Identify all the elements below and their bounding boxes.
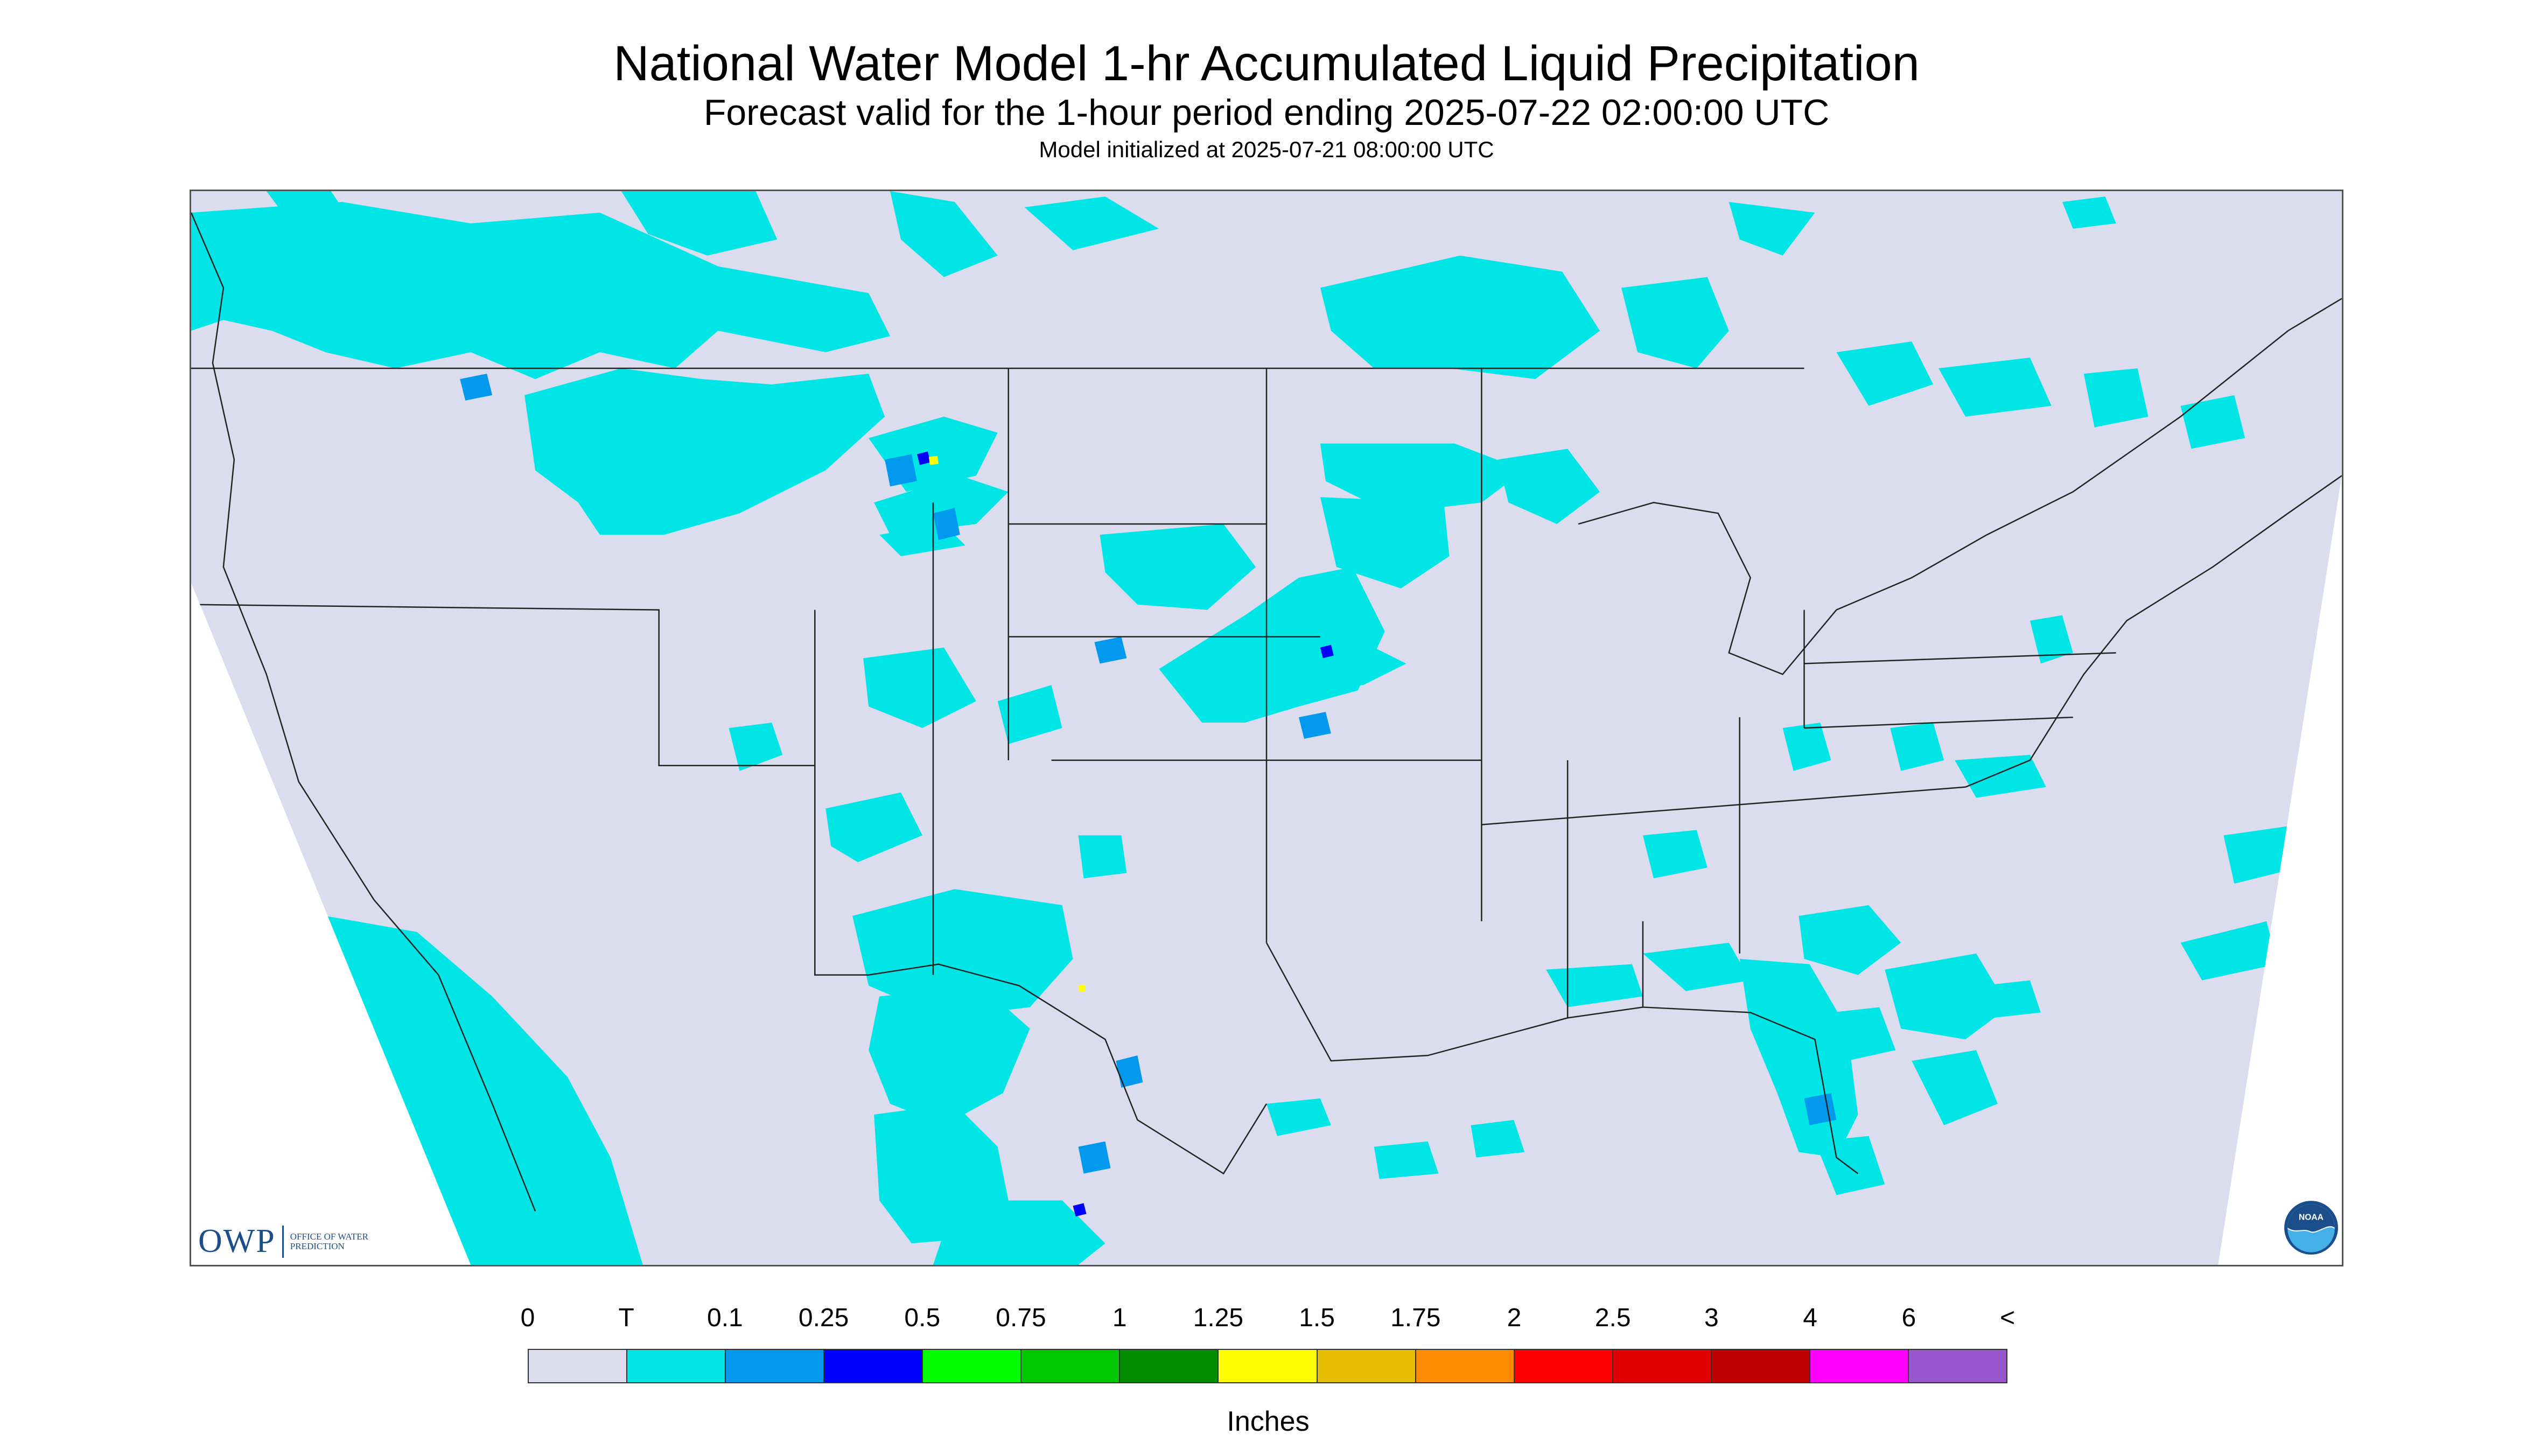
map-canvas [191,191,2342,1265]
map-title: National Water Model 1-hr Accumulated Li… [613,36,1920,91]
model-init-note: Model initialized at 2025-07-21 08:00:00… [1039,137,1494,162]
legend-swatch [1120,1350,1219,1382]
legend-swatch [1711,1350,1810,1382]
legend-tick-label: 0.75 [996,1304,1046,1332]
legend-tick-label: 0.1 [707,1304,743,1332]
precip-core [916,451,1334,1217]
noaa-logo: NOAA [2284,1201,2338,1255]
legend-swatch [627,1350,726,1382]
baja-coast [373,899,536,1212]
legend-swatch [529,1350,628,1382]
legend-tick-label: 0.25 [798,1304,849,1332]
legend-tick-label: 1.5 [1299,1304,1335,1332]
outside-domain-left [191,583,471,1265]
boundaries [191,212,2342,1212]
legend-colorbar [528,1349,2007,1383]
great-lakes-stlawrence [1578,298,2342,675]
legend-swatch [1613,1350,1712,1382]
legend-swatch [1416,1350,1515,1382]
map-subtitle: Forecast valid for the 1-hour period end… [703,92,1830,133]
legend-swatch [824,1350,923,1382]
precip-peak [928,456,1086,992]
legend-swatch [1514,1350,1613,1382]
legend-swatch [1021,1350,1121,1382]
us-mexico-border [191,604,1268,1175]
legend-tick-label: T [618,1304,634,1332]
owp-logo-text: OFFICE OF WATER PREDICTION [290,1231,368,1251]
pacific-coast [191,212,375,900]
precipitation-map [190,190,2343,1266]
legend-tick-label: 1.75 [1390,1304,1441,1332]
legend-tick-label: 0.5 [904,1304,941,1332]
legend-tick-label: 2 [1507,1304,1522,1332]
owp-logo-mark: OWP [198,1223,276,1259]
legend-units: Inches [1227,1406,1310,1437]
legend-tick-label: 1.25 [1193,1304,1244,1332]
noaa-logo-text: NOAA [2299,1213,2324,1222]
legend: 0 T 0.1 0.25 0.5 0.75 1 1.25 1.5 1.75 2 2.5 3 4 6 < Inc… [521,1303,2015,1437]
legend-tick-label: 2.5 [1594,1304,1631,1332]
legend-swatch [1810,1350,1909,1382]
legend-swatch [1219,1350,1318,1382]
legend-tick-label: 3 [1704,1304,1719,1332]
legend-tick-label: < [1999,1304,2016,1332]
legend-swatch [1317,1350,1416,1382]
legend-swatch [726,1350,825,1382]
precip-heavy [460,373,1837,1174]
legend-swatch [1908,1350,2006,1382]
legend-tick-label: 0 [520,1304,535,1332]
atlantic-coast [1965,475,2342,788]
legend-tick-label: 1 [1112,1304,1127,1332]
legend-tick-label: 6 [1901,1304,1916,1332]
owp-logo: OWP OFFICE OF WATER PREDICTION [198,1222,371,1261]
legend-swatch [923,1350,1022,1382]
precip-trace [191,191,2299,1265]
gulf-coast [1265,942,1859,1174]
legend-tick-label: 4 [1803,1304,1817,1332]
